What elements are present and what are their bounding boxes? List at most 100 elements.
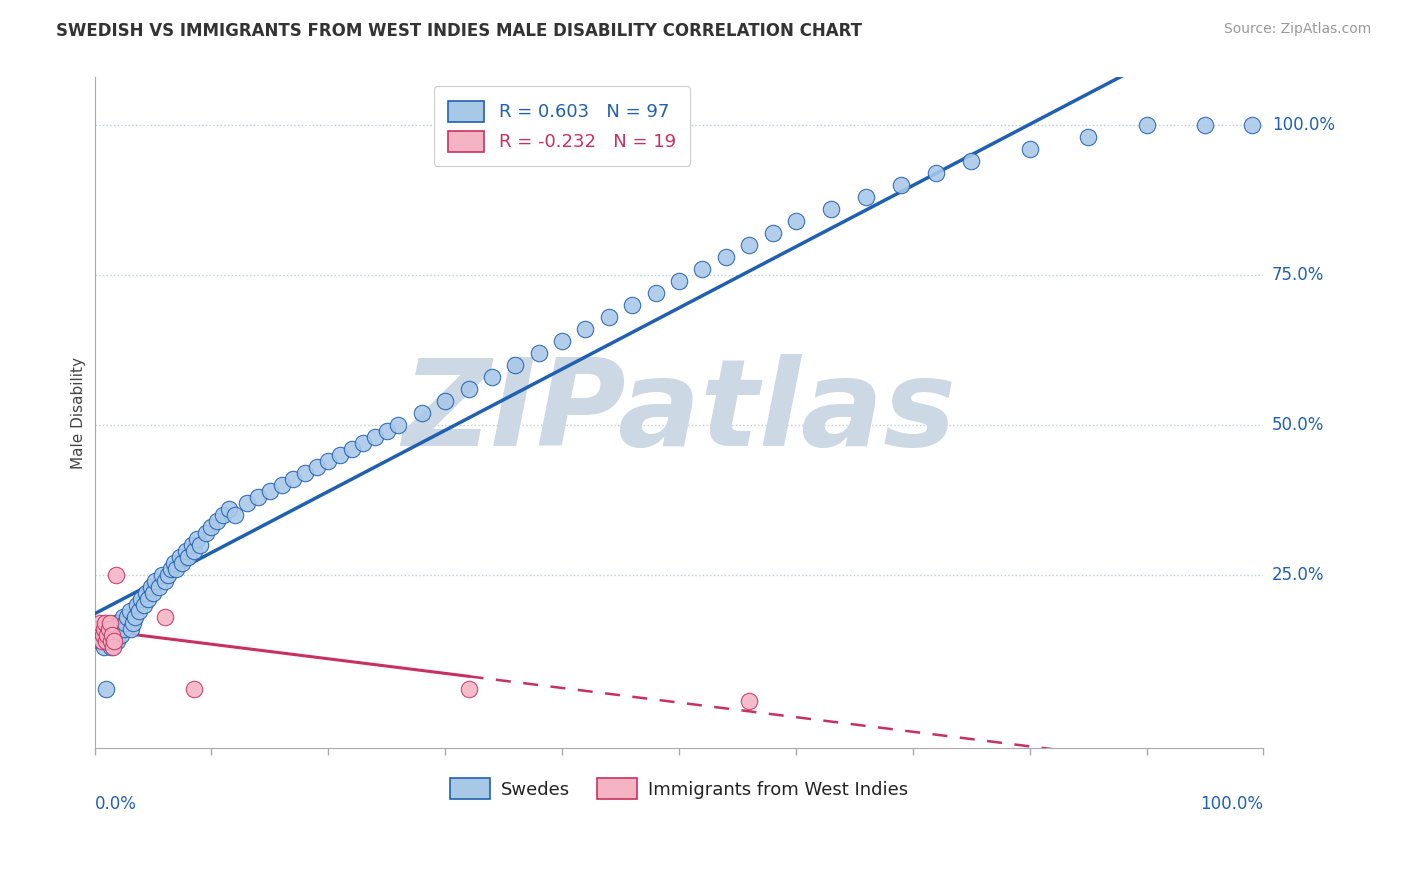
Point xyxy=(117,609,139,624)
Point xyxy=(1135,119,1157,133)
Point xyxy=(142,585,165,599)
Point xyxy=(621,298,644,312)
Point xyxy=(340,442,363,456)
Point xyxy=(91,627,114,641)
Point xyxy=(96,622,118,636)
Point xyxy=(157,567,180,582)
Text: 50.0%: 50.0% xyxy=(1272,416,1324,434)
Point xyxy=(387,417,409,432)
Point xyxy=(644,286,666,301)
Point xyxy=(98,615,121,630)
Point xyxy=(93,640,115,654)
Point xyxy=(128,604,150,618)
Point xyxy=(153,609,176,624)
Text: 75.0%: 75.0% xyxy=(1272,266,1324,285)
Point xyxy=(172,556,194,570)
Point xyxy=(150,567,173,582)
Point xyxy=(148,580,170,594)
Point xyxy=(163,556,186,570)
Point xyxy=(165,562,187,576)
Point xyxy=(183,543,205,558)
Point xyxy=(125,598,148,612)
Point xyxy=(574,322,596,336)
Point xyxy=(1240,119,1263,133)
Point xyxy=(527,346,550,360)
Point xyxy=(135,585,157,599)
Point xyxy=(925,166,948,180)
Point xyxy=(94,615,117,630)
Point xyxy=(785,214,807,228)
Point xyxy=(108,622,131,636)
Point xyxy=(118,604,141,618)
Point xyxy=(97,622,120,636)
Point xyxy=(177,549,200,564)
Point xyxy=(132,598,155,612)
Point xyxy=(270,478,292,492)
Point xyxy=(159,562,181,576)
Text: ZIPatlas: ZIPatlas xyxy=(402,354,956,472)
Point xyxy=(855,190,877,204)
Point xyxy=(598,310,620,324)
Point xyxy=(692,262,714,277)
Point xyxy=(738,238,761,252)
Point xyxy=(960,154,983,169)
Point xyxy=(101,633,124,648)
Point xyxy=(329,448,352,462)
Point xyxy=(104,615,127,630)
Point xyxy=(411,406,433,420)
Point xyxy=(434,394,457,409)
Point xyxy=(183,681,205,696)
Point xyxy=(111,609,134,624)
Point xyxy=(91,627,114,641)
Text: SWEDISH VS IMMIGRANTS FROM WEST INDIES MALE DISABILITY CORRELATION CHART: SWEDISH VS IMMIGRANTS FROM WEST INDIES M… xyxy=(56,22,862,40)
Text: 100.0%: 100.0% xyxy=(1201,796,1264,814)
Point xyxy=(105,633,128,648)
Point xyxy=(138,591,160,606)
Point xyxy=(352,436,374,450)
Point xyxy=(100,640,122,654)
Point xyxy=(96,633,118,648)
Point xyxy=(96,627,118,641)
Point xyxy=(218,501,240,516)
Point xyxy=(103,640,125,654)
Point xyxy=(224,508,246,522)
Point xyxy=(364,430,387,444)
Point xyxy=(283,472,305,486)
Point xyxy=(1077,130,1099,145)
Point xyxy=(97,627,120,641)
Point xyxy=(188,538,211,552)
Point xyxy=(375,424,398,438)
Point xyxy=(305,459,328,474)
Point xyxy=(457,681,479,696)
Y-axis label: Male Disability: Male Disability xyxy=(72,357,86,469)
Point xyxy=(247,490,270,504)
Point xyxy=(89,615,111,630)
Point xyxy=(761,226,783,240)
Point xyxy=(96,633,118,648)
Text: Source: ZipAtlas.com: Source: ZipAtlas.com xyxy=(1223,22,1371,37)
Point xyxy=(457,382,479,396)
Point xyxy=(714,250,737,264)
Point xyxy=(259,483,281,498)
Point xyxy=(103,622,125,636)
Point xyxy=(481,370,503,384)
Point xyxy=(1194,119,1216,133)
Text: 0.0%: 0.0% xyxy=(94,796,136,814)
Point xyxy=(114,615,136,630)
Point xyxy=(180,538,202,552)
Point xyxy=(90,633,112,648)
Point xyxy=(124,609,146,624)
Point xyxy=(174,543,197,558)
Point xyxy=(122,615,145,630)
Point xyxy=(318,454,340,468)
Point xyxy=(110,615,132,630)
Point xyxy=(738,693,761,707)
Point xyxy=(100,633,122,648)
Point xyxy=(1018,142,1040,156)
Point xyxy=(101,627,124,641)
Point xyxy=(131,591,153,606)
Text: 100.0%: 100.0% xyxy=(1272,116,1334,135)
Point xyxy=(200,520,222,534)
Point xyxy=(212,508,235,522)
Point xyxy=(112,622,135,636)
